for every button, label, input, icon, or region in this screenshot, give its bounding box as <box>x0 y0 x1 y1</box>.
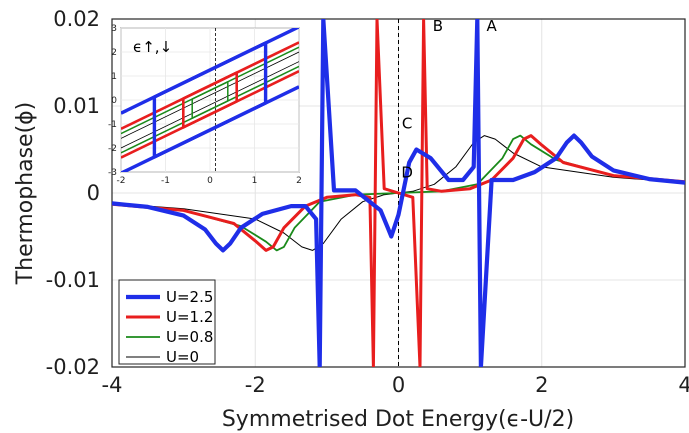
inset-loop-U=0.8 <box>191 81 229 119</box>
series-line-U=2.5 <box>112 19 685 367</box>
y-tick-label: 0.01 <box>53 94 100 118</box>
annotation-label: D <box>401 163 413 181</box>
inset-label: ϵ↑,↓ <box>133 38 172 56</box>
inset-x-tick-label: 1 <box>252 176 258 186</box>
inset-lines <box>121 28 299 172</box>
inset-loop-U=2.5 <box>152 41 268 159</box>
legend-label: U=1.2 <box>166 308 213 326</box>
inset-y-tick-label: -3 <box>108 168 117 178</box>
y-axis-label: Thermophase(ϕ) <box>13 102 38 286</box>
x-axis-label: Symmetrised Dot Energy(ϵ-U/2) <box>222 407 574 432</box>
series-layer <box>112 19 685 367</box>
y-tick-labels: 0.02 0.01 0 -0.01 -0.02 <box>46 7 100 379</box>
inset-x-tick-label: 0 <box>207 176 213 186</box>
inset-y-tick-label: 2 <box>111 48 117 58</box>
legend-label: U=2.5 <box>166 288 213 306</box>
legend-label: U=0 <box>166 348 199 366</box>
inset-x-tick-label: -2 <box>117 176 126 186</box>
x-tick-label: -2 <box>245 373 266 397</box>
legend: U=2.5 U=1.2 U=0.8 U=0 <box>118 279 216 366</box>
legend-label: U=0.8 <box>166 328 213 346</box>
annotation-label: C <box>402 115 412 133</box>
inset-x-tick-label: -1 <box>161 176 170 186</box>
x-tick-labels: -4 -2 0 2 4 <box>102 373 689 397</box>
y-tick-label: -0.01 <box>46 268 100 292</box>
y-tick-label: 0 <box>87 181 100 205</box>
inset-y-tick-label: 1 <box>111 72 117 82</box>
inset-y-tick-label: 0 <box>111 96 117 106</box>
annotations: A B C D <box>401 17 497 181</box>
y-tick-label: -0.02 <box>46 355 100 379</box>
x-tick-label: 0 <box>392 373 405 397</box>
x-tick-label: 4 <box>678 373 689 397</box>
inset-line-U=0 <box>121 51 299 139</box>
inset-y-tick-label: -1 <box>108 120 117 130</box>
inset-loop-U=1.2 <box>182 71 238 129</box>
inset-y-tick-label: -2 <box>108 144 117 154</box>
inset-x-tick-label: 2 <box>296 176 302 186</box>
x-tick-label: 2 <box>535 373 548 397</box>
annotation-label: A <box>486 17 497 35</box>
inset-line-U=0 <box>121 61 299 149</box>
x-tick-label: -4 <box>102 373 123 397</box>
inset-y-tick-label: 3 <box>111 24 117 34</box>
series-line-U=1.2 <box>112 19 685 367</box>
legend-box <box>118 279 216 365</box>
annotation-label: B <box>433 17 443 35</box>
y-tick-label: 0.02 <box>53 7 100 31</box>
